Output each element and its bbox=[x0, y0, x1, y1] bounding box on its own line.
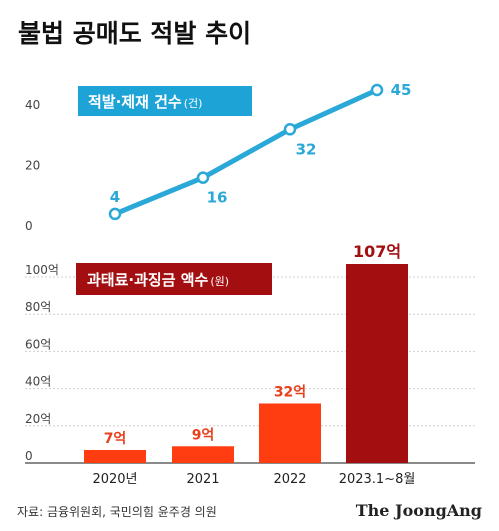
line-data-label: 45 bbox=[391, 81, 412, 99]
line-point bbox=[283, 123, 297, 136]
bar-data-label: 9억 bbox=[192, 427, 215, 443]
chart-title: 불법 공매도 적발 추이 bbox=[18, 19, 251, 48]
bar-legend-text: 과태료·과징금 액수 bbox=[87, 271, 209, 289]
x-axis-categories: 2020년 2021 2022 2023.1~8월 bbox=[92, 472, 415, 487]
bar-data-label: 107억 bbox=[353, 242, 401, 261]
bar-legend-box bbox=[76, 263, 272, 295]
x-category-label: 2021 bbox=[186, 472, 219, 487]
line-data-label: 32 bbox=[296, 140, 317, 158]
line-point bbox=[196, 171, 210, 184]
line-y-ticks: 0 20 40 bbox=[25, 98, 40, 233]
svg-text:적발·제재 건수(건): 적발·제재 건수 (건) bbox=[88, 93, 202, 111]
line-legend-box bbox=[78, 86, 252, 116]
bar bbox=[84, 449, 146, 463]
bar-y-tick: 80억 bbox=[25, 300, 51, 314]
bar-y-tick: 40억 bbox=[25, 375, 51, 389]
line-legend-unit: (건) bbox=[184, 97, 203, 110]
line-point bbox=[370, 83, 384, 97]
line-path bbox=[112, 87, 380, 217]
bar-y-tick: 60억 bbox=[25, 337, 51, 351]
line-data-label: 4 bbox=[110, 188, 120, 206]
bar-y-tick: 100억 bbox=[25, 263, 59, 277]
bar bbox=[346, 264, 408, 463]
line-point bbox=[108, 207, 122, 221]
bar-y-tick: 0 bbox=[25, 449, 33, 463]
source-note: 자료: 금융위원회, 국민의힘 윤주경 의원 bbox=[17, 505, 217, 519]
bar-data-label: 32억 bbox=[274, 384, 306, 400]
bar-legend-unit: (원) bbox=[210, 275, 229, 288]
line-data-label: 16 bbox=[207, 189, 228, 207]
x-category-label: 2020년 bbox=[92, 472, 137, 487]
bar bbox=[172, 446, 234, 463]
bar-y-tick: 20억 bbox=[25, 412, 51, 426]
line-y-tick: 0 bbox=[25, 219, 33, 233]
bar-y-ticks: 0 20억 40억 60억 80억 100억 bbox=[25, 263, 59, 463]
bar-data-label: 7억 bbox=[104, 431, 127, 447]
line-legend-text: 적발·제재 건수 bbox=[88, 93, 182, 111]
bar-series: 7억 9억 32억 107억 bbox=[84, 242, 408, 463]
x-category-label: 2022 bbox=[273, 472, 306, 487]
line-y-tick: 20 bbox=[25, 159, 40, 173]
line-series: 4 16 32 45 bbox=[108, 81, 412, 221]
bar bbox=[259, 403, 321, 463]
svg-text:과태료·과징금 액수(원): 과태료·과징금 액수 (원) bbox=[87, 271, 229, 289]
x-category-label: 2023.1~8월 bbox=[339, 472, 416, 487]
line-legend: 적발·제재 건수 (건) bbox=[78, 86, 252, 116]
publisher-logo: The JoongAng bbox=[356, 501, 482, 520]
line-y-tick: 40 bbox=[25, 98, 40, 112]
bar-legend: 과태료·과징금 액수 (원) bbox=[76, 263, 272, 295]
